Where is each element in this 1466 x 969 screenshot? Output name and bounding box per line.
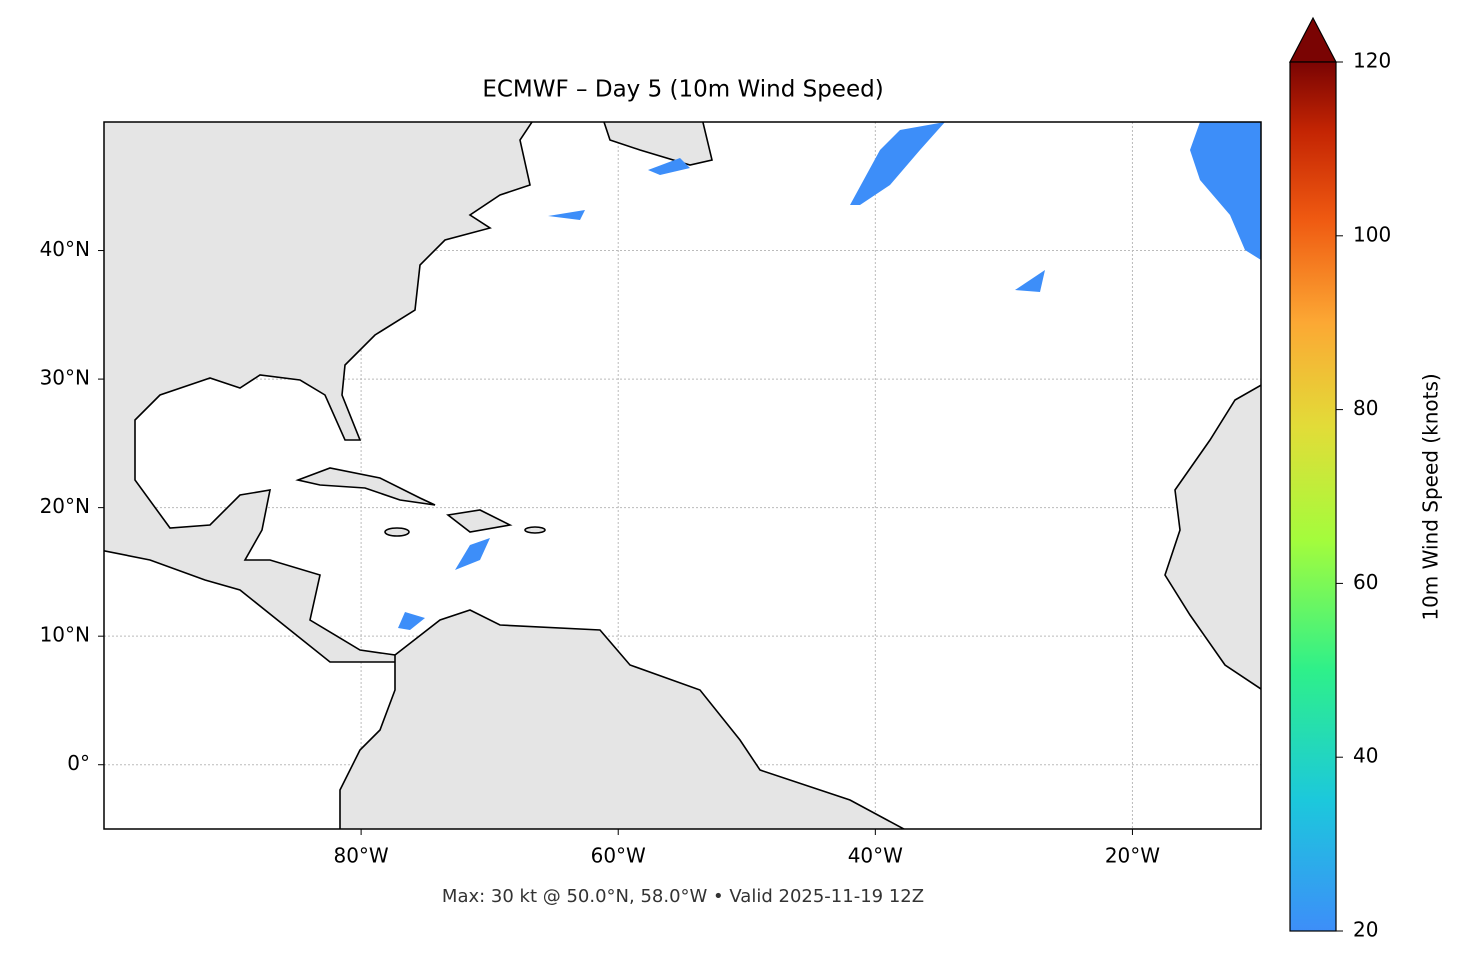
wind-patch (1190, 122, 1261, 260)
footer: Max: 30 kt @ 50.0°N, 58.0°W • Valid 2025… (442, 886, 924, 907)
x-tick-label: 40°W (848, 844, 903, 868)
wind-patch (648, 158, 690, 175)
x-tick-label: 80°W (333, 844, 388, 868)
map-layers (104, 122, 1261, 829)
y-tick-label: 30°N (40, 366, 90, 390)
hispaniola (446, 509, 513, 533)
y-tick-label: 0° (67, 751, 90, 775)
wind-patch (1015, 270, 1045, 292)
colorbar-tick-label: 60 (1353, 570, 1378, 594)
wind-patch (548, 210, 585, 220)
north-america (104, 122, 533, 663)
colorbar-extend (1289, 16, 1337, 63)
wind-patch (455, 538, 490, 570)
colorbar-label: 10m Wind Speed (knots) (1419, 373, 1443, 620)
wind-patch (398, 612, 425, 630)
newfoundland (603, 122, 713, 166)
map-title: ECMWF – Day 5 (10m Wind Speed) (482, 77, 883, 103)
x-tick-label: 60°W (591, 844, 646, 868)
colorbar-tick-label: 120 (1353, 49, 1391, 73)
y-tick-label: 40°N (40, 237, 90, 261)
colorbar-tick-label: 20 (1353, 918, 1378, 942)
y-tick-label: 10°N (40, 623, 90, 647)
colorbar-tick-label: 40 (1353, 744, 1378, 768)
south-america (339, 609, 906, 829)
puerto-rico (524, 526, 546, 534)
x-tick-label: 20°W (1105, 844, 1160, 868)
colorbar-tick-label: 100 (1353, 222, 1391, 246)
cuba (295, 467, 436, 506)
map-frame (103, 121, 1262, 830)
y-tick-label: 20°N (40, 494, 90, 518)
africa (1164, 384, 1261, 690)
colorbar (1289, 61, 1337, 932)
jamaica (384, 527, 410, 537)
wind-patch (850, 122, 945, 205)
colorbar-tick-label: 80 (1353, 396, 1378, 420)
